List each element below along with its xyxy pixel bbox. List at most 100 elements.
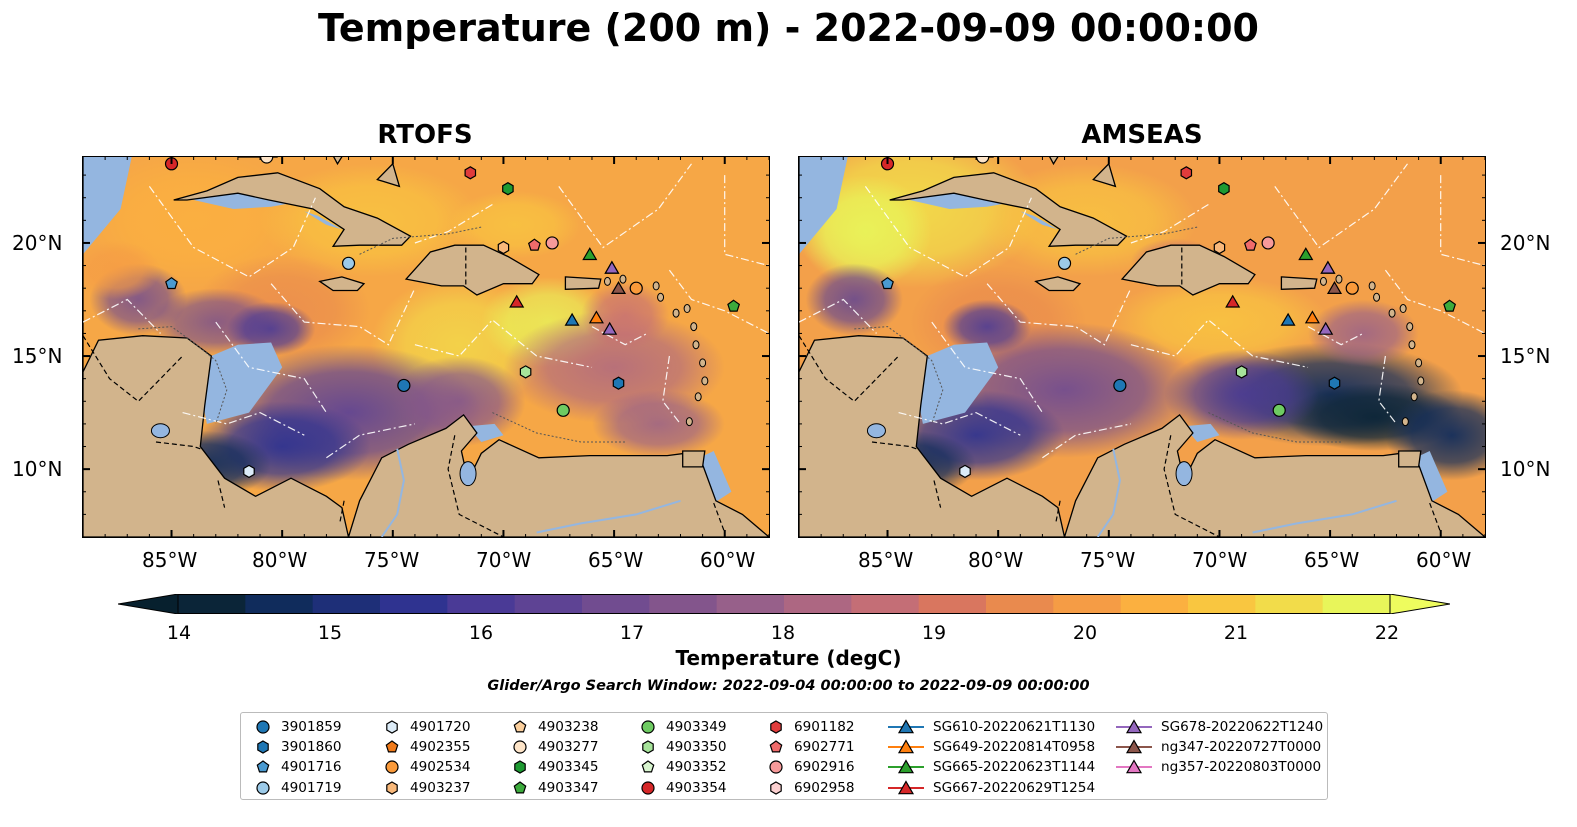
colorbar-segment <box>784 594 852 614</box>
temperature-anomaly-blob <box>942 299 1032 354</box>
marker-SG667-20220629T1254 <box>509 294 525 308</box>
legend-triangle-icon <box>897 719 915 734</box>
marker-4901720 <box>243 464 255 479</box>
colorbar-segment <box>716 594 785 614</box>
legend-item: 4903350 <box>638 737 727 757</box>
lat-label-10n-left: 10°N <box>12 457 63 481</box>
eez-boundary <box>591 326 648 346</box>
island <box>603 276 611 286</box>
legend-marker-icon <box>257 740 269 754</box>
legend-column: 6901182 6902771 6902916 6902958 <box>766 717 855 798</box>
marker-4901716 <box>165 276 178 290</box>
land-jamaica <box>1034 276 1082 292</box>
legend-label: 4901719 <box>281 779 342 796</box>
shallow-shelf <box>1020 211 1058 230</box>
legend-column: SG610-20220621T1130 SG649-20220814T0958 SG… <box>887 717 1095 798</box>
legend-hexagon-icon <box>386 720 398 734</box>
eez-boundary <box>1378 355 1397 425</box>
gulf-region <box>799 157 848 255</box>
land-bahamasA <box>1049 157 1059 166</box>
legend-pentagon-icon <box>385 740 399 753</box>
shallow-shelf <box>304 211 342 230</box>
island <box>1399 304 1407 314</box>
river <box>1252 499 1397 534</box>
country-border <box>933 480 942 508</box>
gulf-region <box>83 157 132 255</box>
lat-label-20n-right: 20°N <box>1500 231 1551 255</box>
legend-column: 3901859 3901860 4901716 4901719 <box>253 717 342 798</box>
legend-label: 4902355 <box>410 739 471 756</box>
legend-item: 4901720 <box>382 717 471 737</box>
lat-label-15n-left: 15°N <box>12 344 63 368</box>
marker-4903347 <box>727 299 741 312</box>
bathymetry-contour <box>1075 226 1198 255</box>
legend-item: SG678-20220622T1240 <box>1115 717 1323 737</box>
amseas-temperature-map <box>799 157 1485 537</box>
colorbar-segment <box>851 594 920 614</box>
legend-label: ng347-20220727T0000 <box>1161 739 1322 756</box>
legend-marker-icon <box>256 760 270 773</box>
lon-label-60w-right: 60°W <box>1416 548 1472 572</box>
legend-label: 4903345 <box>538 759 599 776</box>
eez-boundary <box>182 411 305 436</box>
marker-SG649-20220814T0958 <box>588 310 604 324</box>
eez-boundary <box>864 186 1032 278</box>
legend: 3901859 3901860 4901716 4901719 4901720 49023… <box>240 712 1328 800</box>
land-central <box>799 157 1066 537</box>
legend-label: 4903350 <box>666 739 727 756</box>
legend-label: 4903237 <box>410 779 471 796</box>
legend-marker-icon <box>1116 739 1152 754</box>
colorbar-tick-15: 15 <box>317 622 343 644</box>
legend-label: 4903354 <box>666 779 727 796</box>
colorbar-tick-19: 19 <box>921 622 947 644</box>
marker-4901716 <box>881 276 894 290</box>
land-bahamasB <box>1092 162 1117 188</box>
legend-label: 4903347 <box>538 779 599 796</box>
legend-item: SG610-20220621T1130 <box>887 717 1095 737</box>
legend-item: 6901182 <box>766 717 855 737</box>
legend-item: 4903352 <box>638 757 727 777</box>
marker-4903350 <box>519 365 532 379</box>
legend-marker-icon <box>888 779 924 794</box>
eez-boundary <box>83 298 161 334</box>
colorbar-segment <box>1053 594 1122 614</box>
land-puertoRico <box>1280 276 1318 290</box>
marker-SG610-20220621T1130 <box>564 312 580 326</box>
legend-item: 4901719 <box>253 778 342 798</box>
legend-label: 6902916 <box>794 759 855 776</box>
lon-label-65w-left: 65°W <box>588 548 644 572</box>
bathymetry-contour <box>1208 412 1342 443</box>
legend-label: 3901860 <box>281 739 342 756</box>
colorbar-tick-22: 22 <box>1374 622 1400 644</box>
legend-item: 4902534 <box>382 757 471 777</box>
legend-circle-icon <box>256 720 270 734</box>
legend-label: 6901182 <box>794 719 855 736</box>
legend-label: ng357-20220803T0000 <box>1161 759 1322 776</box>
colorbar-tick-21: 21 <box>1223 622 1249 644</box>
river <box>1096 448 1121 537</box>
marker-3901859 <box>397 378 411 393</box>
figure-title: Temperature (200 m) - 2022-09-09 00:00:0… <box>317 6 1259 50</box>
legend-item: 4903237 <box>382 778 471 798</box>
legend-hexagon-icon <box>514 760 526 775</box>
river <box>380 448 405 537</box>
country-border <box>799 335 900 403</box>
eez-boundary <box>1307 326 1364 346</box>
colorbar-outline <box>177 594 1391 614</box>
marker-SG678-20220622T1240 <box>1318 321 1334 335</box>
colorbar-segment <box>312 594 381 614</box>
shallow-shelf <box>468 423 504 442</box>
legend-label: SG649-20220814T0958 <box>933 739 1096 756</box>
legend-column: 4901720 4902355 4902534 4903237 <box>382 717 471 798</box>
bathymetry-contour <box>492 412 626 443</box>
legend-item: SG667-20220629T1254 <box>887 778 1095 798</box>
legend-circle-icon <box>385 760 399 775</box>
colorbar-segment <box>1188 594 1256 614</box>
lat-label-10n-right: 10°N <box>1500 457 1551 481</box>
legend-item: 4903277 <box>510 737 599 757</box>
legend-column: 4903238 4903277 4903345 4903347 <box>510 717 599 798</box>
legend-marker-icon <box>256 781 270 795</box>
eez-boundary <box>1274 163 1408 249</box>
lon-label-70w-right: 70°W <box>1192 548 1248 572</box>
marker-6901182 <box>1180 166 1193 180</box>
